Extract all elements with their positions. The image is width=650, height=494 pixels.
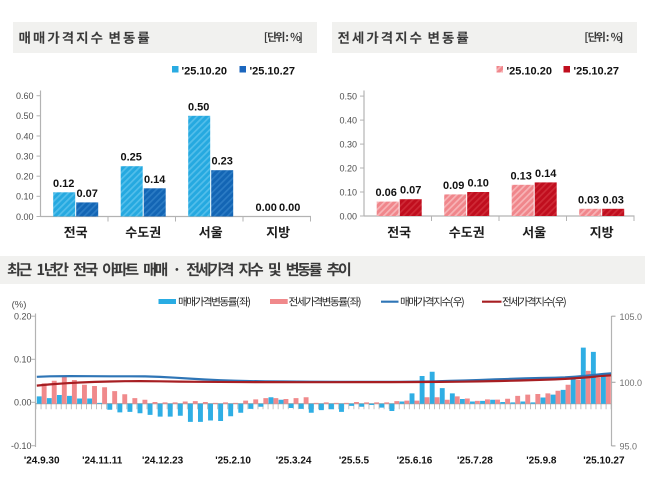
svg-text:0.50: 0.50 — [16, 111, 34, 121]
svg-text:0.10: 0.10 — [14, 355, 32, 365]
svg-text:'25.10.27: '25.10.27 — [250, 66, 295, 78]
svg-text:0.60: 0.60 — [16, 91, 34, 101]
svg-text:0.00: 0.00 — [339, 211, 357, 221]
svg-text:0.00: 0.00 — [279, 202, 300, 214]
svg-text:'25.2.10: '25.2.10 — [215, 456, 251, 467]
svg-text:-0.10: -0.10 — [11, 441, 32, 451]
svg-text:'25.9.8: '25.9.8 — [526, 456, 557, 467]
svg-text:'25.6.16: '25.6.16 — [397, 456, 433, 467]
svg-text:0.03: 0.03 — [602, 194, 623, 206]
svg-text:0.03: 0.03 — [578, 194, 599, 206]
svg-text:'25.10.20: '25.10.20 — [507, 66, 552, 78]
svg-text:'24.9.30: '24.9.30 — [24, 456, 60, 467]
svg-text:'24.12.23: '24.12.23 — [142, 456, 184, 467]
svg-text:0.07: 0.07 — [400, 185, 421, 197]
svg-text:105.0: 105.0 — [620, 312, 643, 322]
svg-text:0.00: 0.00 — [255, 202, 276, 214]
svg-text:0.12: 0.12 — [53, 178, 74, 190]
svg-text:95.0: 95.0 — [620, 441, 638, 451]
svg-text:'25.5.5: '25.5.5 — [339, 456, 370, 467]
svg-text:'25.3.24: '25.3.24 — [276, 456, 312, 467]
svg-text:0.07: 0.07 — [76, 188, 97, 200]
svg-text:(%): (%) — [12, 299, 27, 310]
svg-text:0.10: 0.10 — [467, 178, 488, 190]
svg-text:0.50: 0.50 — [339, 91, 357, 101]
svg-text:0.50: 0.50 — [188, 101, 209, 113]
svg-text:0.10: 0.10 — [16, 192, 34, 202]
svg-text:0.20: 0.20 — [16, 172, 34, 182]
svg-text:0.00: 0.00 — [14, 398, 32, 408]
svg-text:0.13: 0.13 — [510, 170, 531, 182]
svg-text:0.30: 0.30 — [16, 151, 34, 161]
svg-text:0.25: 0.25 — [120, 152, 141, 164]
svg-text:0.09: 0.09 — [443, 180, 464, 192]
svg-text:0.40: 0.40 — [16, 131, 34, 141]
svg-text:0.20: 0.20 — [14, 312, 32, 322]
svg-text:0.10: 0.10 — [339, 187, 357, 197]
svg-text:'25.10.27: '25.10.27 — [574, 66, 619, 78]
svg-text:'25.10.27: '25.10.27 — [583, 456, 625, 467]
svg-text:0.40: 0.40 — [339, 115, 357, 125]
svg-text:'25.10.20: '25.10.20 — [182, 66, 227, 78]
svg-text:0.14: 0.14 — [144, 174, 166, 186]
svg-text:0.06: 0.06 — [375, 187, 396, 199]
svg-text:'24.11.11: '24.11.11 — [82, 456, 123, 467]
svg-text:0.14: 0.14 — [535, 168, 557, 180]
svg-text:0.00: 0.00 — [16, 212, 34, 222]
svg-text:100.0: 100.0 — [620, 378, 643, 388]
svg-text:0.23: 0.23 — [211, 156, 232, 168]
svg-text:'25.7.28: '25.7.28 — [457, 456, 493, 467]
svg-text:0.30: 0.30 — [339, 139, 357, 149]
svg-text:0.20: 0.20 — [339, 163, 357, 173]
